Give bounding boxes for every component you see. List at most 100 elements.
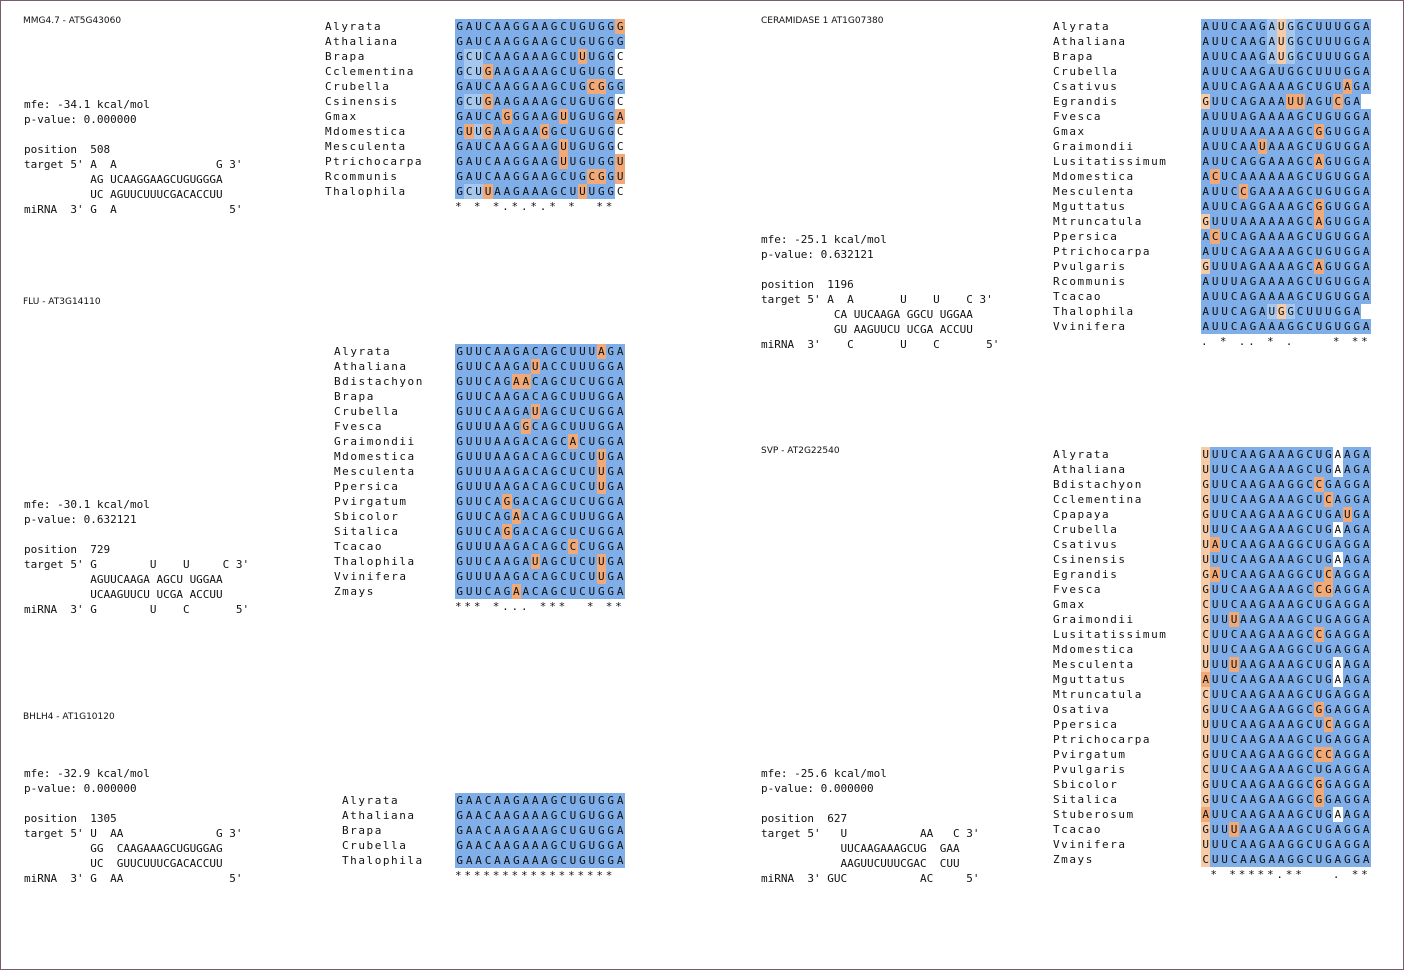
nucleotide-cell: G bbox=[1295, 612, 1305, 627]
nucleotide-cell: A bbox=[1333, 687, 1343, 702]
nucleotide-cell: U bbox=[1219, 642, 1230, 657]
nucleotide-cell: U bbox=[1323, 19, 1334, 34]
info-line: AAGUUCUUUCGAC CUU bbox=[761, 857, 960, 870]
nucleotide-cell: U bbox=[1210, 154, 1220, 169]
nucleotide-cell: A bbox=[1267, 822, 1277, 837]
nucleotide-cell: G bbox=[511, 359, 522, 374]
nucleotide-cell: U bbox=[558, 154, 569, 169]
nucleotide-cell: G bbox=[1352, 64, 1362, 79]
nucleotide-cell: A bbox=[1201, 49, 1211, 64]
nucleotide-cell: A bbox=[1257, 274, 1268, 289]
nucleotide-cell: U bbox=[473, 79, 484, 94]
nucleotide-cell: A bbox=[1267, 687, 1277, 702]
nucleotide-cell: C bbox=[1229, 537, 1239, 552]
nucleotide-cell: G bbox=[1352, 184, 1362, 199]
nucleotide-cell: U bbox=[1219, 64, 1230, 79]
nucleotide-cell: A bbox=[539, 823, 550, 838]
nucleotide-cell: U bbox=[587, 793, 597, 808]
nucleotide-cell: C bbox=[530, 389, 540, 404]
nucleotide-cell: U bbox=[473, 34, 484, 49]
nucleotide-cell: U bbox=[568, 808, 578, 823]
nucleotide-cell: U bbox=[568, 793, 578, 808]
nucleotide-cell: U bbox=[568, 479, 578, 494]
alignment-row: Mdomestica A C U C A A A A A A G C U G U G G A bbox=[1053, 169, 1371, 184]
nucleotide-cell: U bbox=[1219, 184, 1230, 199]
alignment-row: Pvulgaris G U U U A G A A A A G C A G U G G A bbox=[1053, 259, 1371, 274]
nucleotide-cell: C bbox=[615, 64, 625, 79]
nucleotide-cell: A bbox=[1285, 822, 1296, 837]
nucleotide-cell: G bbox=[1323, 627, 1334, 642]
nucleotide-cell: G bbox=[1257, 762, 1268, 777]
nucleotide-cell: G bbox=[1295, 507, 1305, 522]
nucleotide-cell: G bbox=[511, 404, 522, 419]
nucleotide-cell: A bbox=[1257, 124, 1268, 139]
nucleotide-cell: G bbox=[549, 464, 559, 479]
species-name: Mesculenta bbox=[334, 465, 416, 478]
nucleotide-cell: U bbox=[558, 139, 569, 154]
species-name: Brapa bbox=[342, 824, 383, 837]
nucleotide-cell: A bbox=[1361, 777, 1371, 792]
species-name: Graimondii bbox=[1053, 140, 1135, 153]
species-name: Ptrichocarpa bbox=[1053, 245, 1152, 258]
nucleotide-cell: C bbox=[558, 34, 569, 49]
nucleotide-cell: U bbox=[587, 109, 597, 124]
nucleotide-cell: U bbox=[1210, 447, 1220, 462]
nucleotide-cell: G bbox=[596, 539, 606, 554]
nucleotide-cell: A bbox=[521, 184, 531, 199]
nucleotide-cell: A bbox=[502, 184, 512, 199]
nucleotide-cell: C bbox=[483, 808, 493, 823]
nucleotide-cell: C bbox=[1229, 319, 1239, 334]
nucleotide-cell: A bbox=[615, 838, 625, 853]
nucleotide-cell: A bbox=[539, 509, 550, 524]
nucleotide-cell: A bbox=[1238, 747, 1249, 762]
nucleotide-cell: A bbox=[1361, 522, 1371, 537]
nucleotide-cell: G bbox=[1295, 522, 1305, 537]
nucleotide-cell: C bbox=[1314, 477, 1324, 492]
nucleotide-cell: A bbox=[1238, 732, 1249, 747]
alignment-row: Brapa G A A C A A G A A A G C U G U G G A bbox=[342, 823, 625, 838]
nucleotide-cell: G bbox=[1342, 627, 1352, 642]
nucleotide-cell: A bbox=[502, 823, 512, 838]
nucleotide-cell: U bbox=[587, 404, 597, 419]
nucleotide-cell: C bbox=[558, 389, 569, 404]
nucleotide-cell: A bbox=[1361, 34, 1371, 49]
nucleotide-cell: A bbox=[1361, 319, 1371, 334]
nucleotide-cell: A bbox=[1361, 642, 1371, 657]
nucleotide-cell: U bbox=[587, 524, 597, 539]
nucleotide-cell: C bbox=[577, 449, 588, 464]
nucleotide-cell: A bbox=[1238, 462, 1249, 477]
nucleotide-cell: A bbox=[1361, 537, 1371, 552]
nucleotide-cell: A bbox=[1257, 244, 1268, 259]
nucleotide-cell: A bbox=[1201, 229, 1211, 244]
nucleotide-cell: A bbox=[492, 419, 503, 434]
nucleotide-cell: G bbox=[549, 19, 559, 34]
nucleotide-cell: U bbox=[568, 344, 578, 359]
nucleotide-cell: G bbox=[455, 853, 465, 868]
nucleotide-cell: A bbox=[1267, 807, 1277, 822]
nucleotide-cell: U bbox=[473, 554, 484, 569]
nucleotide-cell: A bbox=[530, 124, 540, 139]
nucleotide-cell: U bbox=[587, 494, 597, 509]
nucleotide-cell: A bbox=[615, 808, 625, 823]
alignment-row: Crubella G A U C A A G G A A G C U G C G G G bbox=[325, 79, 625, 94]
nucleotide-cell: G bbox=[1342, 492, 1352, 507]
nucleotide-cell: G bbox=[1201, 507, 1211, 522]
nucleotide-cell: A bbox=[1285, 807, 1296, 822]
nucleotide-cell: C bbox=[1229, 244, 1239, 259]
nucleotide-cell: U bbox=[1219, 837, 1230, 852]
nucleotide-cell: G bbox=[606, 434, 616, 449]
nucleotide-cell: A bbox=[1285, 79, 1296, 94]
nucleotide-cell: U bbox=[1210, 139, 1220, 154]
species-name: Vvinifera bbox=[334, 570, 408, 583]
nucleotide-cell: U bbox=[1210, 124, 1220, 139]
nucleotide-cell: G bbox=[1257, 49, 1268, 64]
species-name: Vvinifera bbox=[1053, 838, 1127, 851]
nucleotide-cell: G bbox=[1352, 34, 1362, 49]
nucleotide-cell: C bbox=[1229, 447, 1239, 462]
species-name: Fvesca bbox=[334, 420, 384, 433]
nucleotide-cell: G bbox=[1257, 807, 1268, 822]
